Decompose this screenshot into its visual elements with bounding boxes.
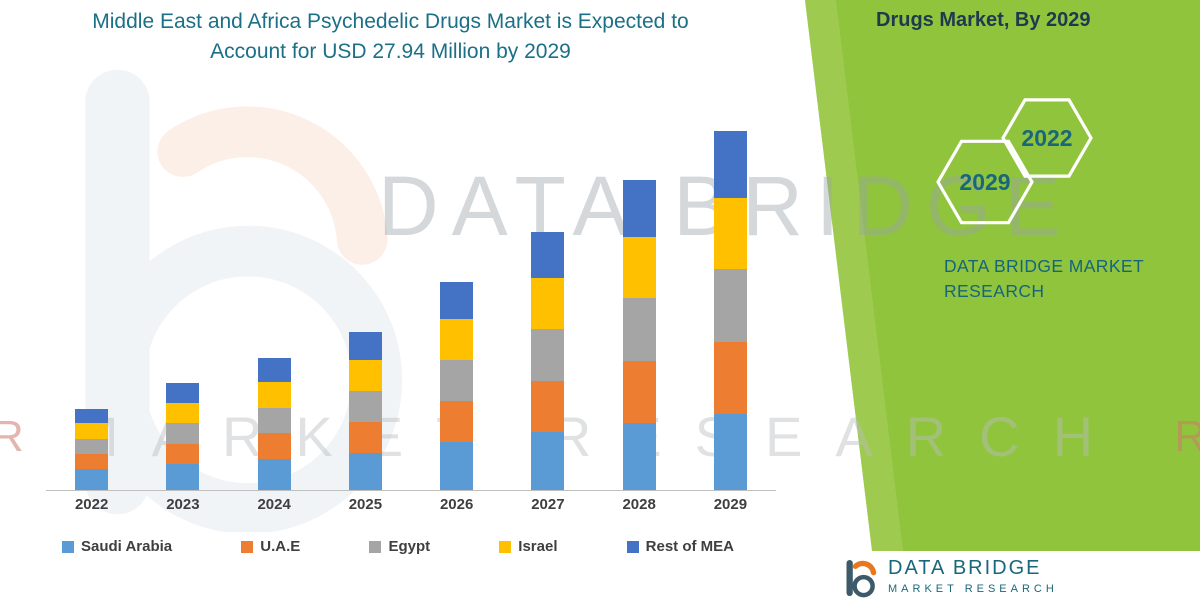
- x-axis-labels: 2022 2023 2024 2025 2026 2027 2028 2029: [46, 496, 776, 516]
- x-axis-label-2025: 2025: [348, 496, 383, 513]
- bar-segment-u-a-e: [622, 361, 656, 424]
- bar-segment-rest-of-mea: [531, 231, 565, 278]
- hexagon-2029-label: 2029: [959, 169, 1010, 195]
- brand-line-1: DATA BRIDGE MARKET: [944, 256, 1145, 276]
- x-axis-label-2023: 2023: [166, 496, 200, 513]
- bar-segment-saudi-arabia: [166, 464, 200, 490]
- stacked-bar-2026: [440, 281, 474, 490]
- footer-brand-subtitle: MARKET RESEARCH: [888, 583, 1058, 595]
- legend-swatch-u-a-e: [241, 540, 254, 553]
- legend-label-egypt: Egypt: [388, 538, 431, 555]
- legend-swatch-israel: [499, 540, 512, 553]
- bar-segment-u-a-e: [531, 380, 565, 433]
- bar-segment-rest-of-mea: [440, 281, 474, 319]
- plot-area: [46, 118, 776, 491]
- bar-segment-rest-of-mea: [713, 131, 747, 199]
- legend-label-israel: Israel: [518, 538, 558, 555]
- hexagon-2029: [936, 139, 1034, 225]
- bar-segment-israel: [713, 198, 747, 269]
- bar-segment-u-a-e: [75, 454, 109, 470]
- x-axis-label-2024: 2024: [257, 496, 291, 513]
- bar-segment-u-a-e: [440, 401, 474, 443]
- x-axis-label-2027: 2027: [531, 496, 565, 513]
- bar-segment-u-a-e: [713, 342, 747, 415]
- bar-segment-rest-of-mea: [257, 357, 291, 383]
- stacked-bar-2025: [348, 331, 382, 490]
- legend-label-u-a-e: U.A.E: [260, 538, 301, 555]
- hexagon-2022-label: 2022: [1021, 125, 1072, 151]
- bar-segment-saudi-arabia: [75, 469, 109, 490]
- bar-segment-israel: [75, 423, 109, 439]
- x-axis-label-2028: 2028: [622, 496, 656, 513]
- watermark-edge-left: R: [0, 411, 24, 461]
- legend-item-saudi-arabia: Saudi Arabia: [62, 538, 172, 555]
- footer-brand-name: DATA BRIDGE: [888, 557, 1042, 579]
- bar-segment-egypt: [75, 438, 109, 455]
- bar-segment-israel: [531, 277, 565, 330]
- bar-segment-u-a-e: [166, 443, 200, 465]
- brand-line-2: RESEARCH: [944, 281, 1045, 302]
- bar-segment-saudi-arabia: [531, 432, 565, 490]
- bar-segment-u-a-e: [348, 421, 382, 453]
- bar-segment-israel: [257, 382, 291, 408]
- bar-segment-rest-of-mea: [348, 331, 382, 361]
- legend-swatch-saudi-arabia: [62, 540, 74, 553]
- stacked-bar-2024: [257, 357, 291, 490]
- legend-swatch-egypt: [369, 540, 382, 553]
- bar-segment-israel: [622, 236, 656, 299]
- legend-item-u-a-e: U.A.E: [241, 538, 300, 555]
- legend-swatch-rest-of-mea: [626, 540, 639, 553]
- bar-segment-rest-of-mea: [75, 409, 109, 424]
- side-panel-heading: Drugs Market, By 2029: [876, 9, 1091, 31]
- year-hexagons: 2029 2022: [936, 98, 1093, 225]
- bar-segment-u-a-e: [257, 433, 291, 460]
- bar-segment-saudi-arabia: [348, 452, 382, 490]
- bar-segment-rest-of-mea: [622, 180, 656, 237]
- bar-segment-saudi-arabia: [622, 423, 656, 490]
- legend-item-rest-of-mea: Rest of MEA: [626, 538, 734, 555]
- databridge-logo: [846, 560, 877, 598]
- bar-segment-saudi-arabia: [440, 442, 474, 490]
- legend-label-saudi-arabia: Saudi Arabia: [81, 538, 173, 555]
- bar-segment-egypt: [166, 423, 200, 444]
- footer-logo-box: DATA BRIDGE MARKET RESEARCH: [826, 551, 1200, 600]
- x-axis-label-2026: 2026: [439, 496, 474, 513]
- side-panel-brand: DATA BRIDGE MARKET RESEARCH: [944, 254, 1184, 305]
- stacked-bar-2027: [531, 231, 565, 490]
- hexagon-2022: [1001, 98, 1093, 178]
- legend-item-egypt: Egypt: [369, 538, 430, 555]
- stacked-bar-2022: [75, 409, 109, 490]
- bar-segment-saudi-arabia: [713, 414, 747, 490]
- bar-segment-egypt: [531, 329, 565, 381]
- x-axis-label-2022: 2022: [74, 496, 109, 513]
- bar-segment-israel: [440, 318, 474, 361]
- stacked-bar-2023: [166, 383, 200, 490]
- bar-segment-israel: [166, 402, 200, 424]
- bar-segment-egypt: [440, 360, 474, 402]
- legend-item-israel: Israel: [499, 538, 558, 555]
- x-axis-label-2029: 2029: [713, 496, 748, 513]
- bar-segment-rest-of-mea: [166, 383, 200, 403]
- chart-legend: Saudi Arabia U.A.E Egypt Israel Rest of MEA: [62, 538, 734, 555]
- bar-segment-egypt: [257, 407, 291, 434]
- bar-segment-egypt: [622, 298, 656, 362]
- bar-segment-egypt: [713, 268, 747, 343]
- stacked-bar-2028: [622, 180, 656, 490]
- stacked-bar-2029: [713, 131, 747, 490]
- page-title: Middle East and Africa Psychedelic Drugs…: [92, 10, 689, 63]
- legend-label-rest-of-mea: Rest of MEA: [645, 538, 734, 555]
- bar-segment-israel: [348, 360, 382, 391]
- bar-segment-egypt: [348, 390, 382, 422]
- bar-segment-saudi-arabia: [257, 459, 291, 490]
